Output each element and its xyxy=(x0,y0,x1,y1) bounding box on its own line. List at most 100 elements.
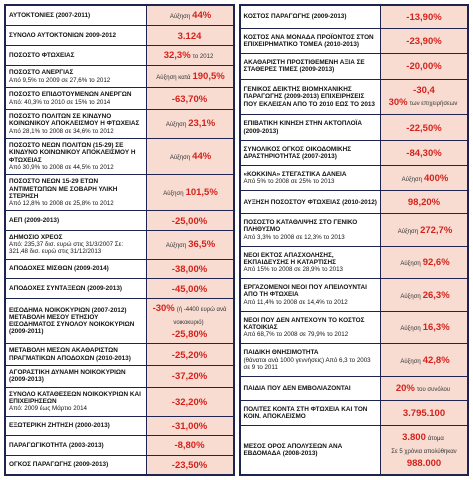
table-row: ΣΥΝΟΛΟ ΑΥΤΟΚΤΟΝΙΩΝ 2009-2012 3.124 xyxy=(6,26,233,46)
row-note: Από: 2009 έως Μάρτιο 2014 xyxy=(9,405,87,413)
value-cell: -22,50% xyxy=(381,115,467,140)
value-cell: -23,90% xyxy=(381,28,467,54)
row-note: Από 11,4% το 2008 σε 14,4% το 2012 xyxy=(243,298,348,306)
table-row: ΕΡΓΑΖΟΜΕΝΟΙ ΝΕΟΙ ΠΟΥ ΑΠΕΙΛΟΥΝΤΑΙ ΑΠΟ ΤΗ … xyxy=(240,279,467,312)
value-main: 44% xyxy=(192,10,212,22)
row-label: «ΚΟΚΚΙΝΑ» ΣΤΕΓΑΣΤΙΚΑ ΔΑΝΕΙΑ xyxy=(243,171,347,179)
value-main: -38,00% xyxy=(171,264,208,276)
table-row: ΠΟΣΟΣΤΟ ΝΕΩΝ ΠΟΛΙΤΩΝ (15-29) ΣΕ ΚΙΝΔΥΝΟ … xyxy=(6,138,233,176)
row-label: ΜΕΤΑΒΟΛΗ ΜΕΣΩΝ ΑΚΑΘΑΡΙΣΤΩΝ ΠΡΑΓΜΑΤΙΚΩΝ Α… xyxy=(9,347,131,362)
row-label-cell: ΜΕΣΟΣ ΟΡΟΣ ΑΠΟΛΥΣΕΩΝ ΑΝΑ ΕΒΔΟΜΑΔΑ (2008-… xyxy=(241,426,381,474)
value-line: -30% (ή -4400 ευρώ ανά νοικοκυριό) xyxy=(149,302,231,328)
value-line: 20% του συνόλου xyxy=(396,382,452,395)
table-row: ΠΟΣΟΣΤΟ ΑΝΕΡΓΙΑΣ Από 9,5% το 2009 σε 27,6… xyxy=(6,66,233,89)
row-label-cell: ΣΥΝΟΛΟ ΚΑΤΑΘΕΣΕΩΝ ΝΟΙΚΟΚΥΡΙΩΝ ΚΑΙ ΕΠΙΧΕΙ… xyxy=(6,387,147,416)
row-label-cell: «ΚΟΚΚΙΝΑ» ΣΤΕΓΑΣΤΙΚΑ ΔΑΝΕΙΑ Από 5% το 200… xyxy=(241,166,381,191)
value-main: 988.000 xyxy=(406,458,442,470)
table-row: ΠΟΣΟΣΤΟ ΝΕΩΝ 15-29 ΕΤΩΝ ΑΝΤΙΜΕΤΩΠΩΝ ΜΕ Σ… xyxy=(6,175,233,212)
row-label-cell: ΑΕΠ (2009-2013) xyxy=(6,211,147,230)
row-label: ΝΕΟΙ ΕΚΤΟΣ ΑΠΑΣΧΟΛΗΣΗΣ, ΕΚΠΑΙΔΕΥΣΗΣ Η ΚΑ… xyxy=(243,251,336,266)
value-pre: Αύξηση xyxy=(397,228,419,235)
table-row: ΑΥΤΟΚΤΟΝΙΕΣ (2007-2011) Αύξηση 44% xyxy=(6,6,233,27)
row-label: ΠΟΣΟΣΤΟ ΚΑΤΑΘΛΙΨΗΣ ΣΤΟ ΓΕΝΙΚΟ ΠΛΗΘΥΣΜΟ xyxy=(243,219,358,234)
row-label: ΠΟΣΟΣΤΟ ΑΝΕΡΓΙΑΣ xyxy=(9,69,74,77)
value-cell: -30,4 30% των επιχειρήσεων xyxy=(381,79,467,115)
column: ΑΥΤΟΚΤΟΝΙΕΣ (2007-2011) Αύξηση 44% ΣΥΝΟΛΟ Α… xyxy=(4,4,235,476)
value-cell: -37,20% xyxy=(146,365,233,387)
value-line: -23,50% xyxy=(172,459,207,471)
value-main: 101,5% xyxy=(185,187,218,199)
row-label-cell: ΣΥΝΟΛΙΚΟΣ ΟΓΚΟΣ ΟΙΚΟΔΟΜΙΚΗΣ ΔΡΑΣΤΗΡΙΟΤΗΤ… xyxy=(241,140,381,166)
row-label-cell: ΜΕΤΑΒΟΛΗ ΜΕΣΩΝ ΑΚΑΘΑΡΙΣΤΩΝ ΠΡΑΓΜΑΤΙΚΩΝ Α… xyxy=(6,344,147,365)
value-line: Αύξηση 92,6% xyxy=(398,256,449,269)
row-label-cell: ΑΓΟΡΑΣΤΙΚΗ ΔΥΝΑΜΗ ΝΟΙΚΟΚΥΡΙΩΝ (2009-2013… xyxy=(6,365,147,387)
value-line: -30,4 xyxy=(413,84,435,96)
value-cell: -32,20% xyxy=(146,387,233,416)
table-row: ΑΕΠ (2009-2013) -25,00% xyxy=(6,211,233,231)
value-cell: -25,00% xyxy=(146,211,233,230)
value-line: Αύξηση 23,1% xyxy=(164,117,215,130)
value-line: 32,3% το 2012 xyxy=(164,49,216,62)
table-row: ΠΟΣΟΣΤΟ ΕΠΙΔΟΤΟΥΜΕΝΩΝ ΑΝΕΡΓΩΝ Από: 40,3% … xyxy=(6,88,233,110)
value-cell: 3.800 άτομα Σε 5 χρόνια απολύθηκαν 988.000 xyxy=(381,426,467,474)
row-label: ΠΟΣΟΣΤΟ ΠΟΛΙΤΩΝ ΣΕ ΚΙΝΔΥΝΟ ΚΟΙΝΩΝΙΚΟΥ ΑΠ… xyxy=(9,113,140,128)
row-label: ΠΟΣΟΣΤΟ ΝΕΩΝ 15-29 ΕΤΩΝ ΑΝΤΙΜΕΤΩΠΩΝ ΜΕ Σ… xyxy=(9,178,118,200)
value-main: -8,80% xyxy=(174,440,205,452)
table-row: ΕΙΣΟΔΗΜΑ ΝΟΙΚΟΚΥΡΙΩΝ (2007-2012) ΜΕΤΑΒΟΛ… xyxy=(6,298,233,345)
row-label: ΓΕΝΙΚΟΣ ΔΕΙΚΤΗΣ ΒΙΟΜΗΧΑΝΙΚΗΣ ΠΑΡΑΓΩΓΗΣ (… xyxy=(243,86,375,108)
row-label: ΑΚΑΘΑΡΙΣΤΗ ΠΡΟΣΤΙΘΕΜΕΝΗ ΑΞΙΑ ΣΕ ΣΤΑΘΕΡΕΣ… xyxy=(243,59,365,74)
table-row: ΠΑΙΔΙΑ ΠΟΥ ΔΕΝ ΕΜΒΟΛΙΑΖΟΝΤΑΙ 20% του συνόλ… xyxy=(240,376,467,401)
value-main: 23,1% xyxy=(188,118,216,130)
row-label-cell: ΑΚΑΘΑΡΙΣΤΗ ΠΡΟΣΤΙΘΕΜΕΝΗ ΑΞΙΑ ΣΕ ΣΤΑΘΕΡΕΣ… xyxy=(241,54,381,79)
value-main: 98,20% xyxy=(407,197,441,209)
value-main: -45,00% xyxy=(171,283,208,295)
value-main: -31,00% xyxy=(171,421,208,433)
table-row: ΕΠΙΒΑΤΙΚΗ ΚΙΝΗΣΗ ΣΤΗΝ ΑΚΤΟΠΛΟΪΑ (2009-20… xyxy=(240,115,467,141)
value-pre: Αύξηση xyxy=(401,176,423,183)
value-cell: Αύξηση 23,1% xyxy=(146,109,233,138)
table-row: ΜΕΤΑΒΟΛΗ ΜΕΣΩΝ ΑΚΑΘΑΡΙΣΤΩΝ ΠΡΑΓΜΑΤΙΚΩΝ Α… xyxy=(6,344,233,366)
value-line: -25,00% xyxy=(172,215,207,227)
table-row: ΠΑΡΑΓΩΓΙΚΟΤΗΤΑ (2003-2013) -8,80% xyxy=(6,436,233,456)
value-pre: Αύξηση xyxy=(400,358,421,365)
value-line: Αύξηση 101,5% xyxy=(161,186,218,199)
value-main: 3.800 xyxy=(402,432,426,444)
value-cell: Αύξηση 101,5% xyxy=(146,175,233,211)
row-note: Από 68,7% το 2008 σε 79,9% το 2012 xyxy=(243,331,349,339)
value-line: -25,80% xyxy=(172,328,207,340)
table-row: ΣΥΝΟΛΙΚΟΣ ΟΓΚΟΣ ΟΙΚΟΔΟΜΙΚΗΣ ΔΡΑΣΤΗΡΙΟΤΗΤ… xyxy=(240,140,467,167)
table-row: ΑΓΟΡΑΣΤΙΚΗ ΔΥΝΑΜΗ ΝΟΙΚΟΚΥΡΙΩΝ (2009-2013… xyxy=(6,365,233,388)
table-row: ΝΕΟΙ ΕΚΤΟΣ ΑΠΑΣΧΟΛΗΣΗΣ, ΕΚΠΑΙΔΕΥΣΗΣ Η ΚΑ… xyxy=(240,246,467,280)
row-note: Από 28,1% το 2008 σε 34,6% το 2012 xyxy=(9,127,114,135)
value-pre: Αύξηση xyxy=(400,293,421,300)
value-line: -20,00% xyxy=(406,60,441,72)
value-line: Αύξηση 16,3% xyxy=(398,321,449,334)
row-note: Από: 40,3% το 2010 σε 15% το 2014 xyxy=(9,98,111,106)
value-line: 3.800 άτομα xyxy=(402,431,446,444)
value-cell: -20,00% xyxy=(381,54,467,79)
value-main: 3.124 xyxy=(177,30,202,42)
value-main: -84,30% xyxy=(406,147,442,159)
row-label: ΚΟΣΤΟΣ ΑΝΑ ΜΟΝΑΔΑ ΠΡΟΪΟΝΤΟΣ ΣΤΟΝ ΕΠΙΧΕΙΡ… xyxy=(243,33,374,49)
value-main: -22,50% xyxy=(406,122,442,134)
row-note: Από 12,8% το 2008 σε 25,8% το 2012 xyxy=(9,200,114,207)
value-main: 30% xyxy=(388,97,408,109)
value-pre: Αύξηση xyxy=(163,191,184,198)
row-label: ΣΥΝΟΛΟ ΚΑΤΑΘΕΣΕΩΝ ΝΟΙΚΟΚΥΡΙΩΝ ΚΑΙ ΕΠΙΧΕΙ… xyxy=(9,391,141,406)
row-label-cell: ΝΕΟΙ ΕΚΤΟΣ ΑΠΑΣΧΟΛΗΣΗΣ, ΕΚΠΑΙΔΕΥΣΗΣ Η ΚΑ… xyxy=(241,246,381,279)
value-post: του συνόλου xyxy=(416,386,451,393)
value-line: Σε 5 χρόνια απολύθηκαν xyxy=(389,444,458,457)
value-main: 190,5% xyxy=(192,71,225,83)
table-row: ΣΥΝΟΛΟ ΚΑΤΑΘΕΣΕΩΝ ΝΟΙΚΟΚΥΡΙΩΝ ΚΑΙ ΕΠΙΧΕΙ… xyxy=(6,387,233,417)
row-note: Από 9,5% το 2009 σε 27,6% το 2012 xyxy=(9,76,111,84)
value-cell: Αύξηση 16,3% xyxy=(381,311,467,344)
row-label-cell: ΠΟΣΟΣΤΟ ΚΑΤΑΘΛΙΨΗΣ ΣΤΟ ΓΕΝΙΚΟ ΠΛΗΘΥΣΜΟ Απ… xyxy=(241,214,381,246)
row-note: Από 15% το 2008 σε 28,9% το 2013 xyxy=(243,266,344,274)
value-line: Αύξηση 44% xyxy=(168,150,211,163)
table-row: ΠΟΛΙΤΕΣ ΚΟΝΤΑ ΣΤΗ ΦΤΩΧΕΙΑ ΚΑΙ ΤΟΝ ΚΟΙΝ. … xyxy=(240,400,467,427)
value-main: 32,3% xyxy=(163,50,191,62)
value-main: 44% xyxy=(192,151,212,163)
row-label: ΝΕΟΙ ΠΟΥ ΔΕΝ ΑΝΤΕΧΟΥΝ ΤΟ ΚΟΣΤΟΣ ΚΑΤΟΙΚΙΑ… xyxy=(243,316,365,331)
value-cell: Αύξηση 400% xyxy=(381,166,467,191)
value-post: άτομα xyxy=(427,436,444,443)
